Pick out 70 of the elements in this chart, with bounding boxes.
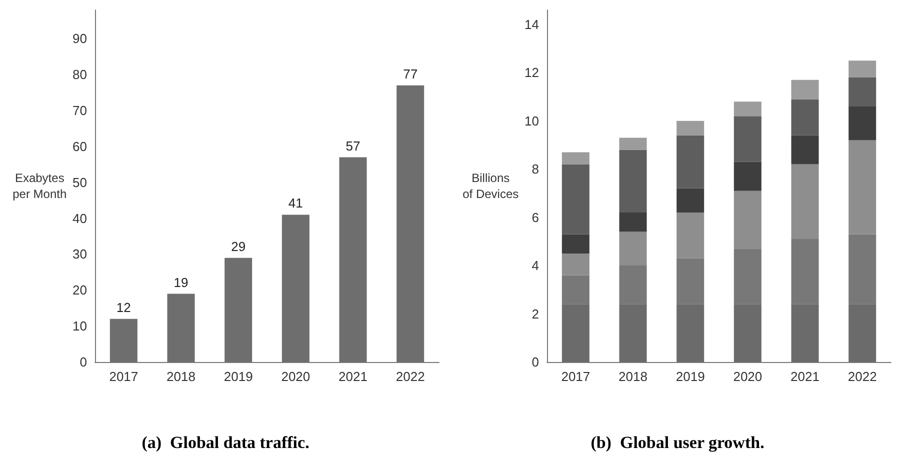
y-tick-label: 60 xyxy=(72,138,87,154)
y-tick-label: 70 xyxy=(72,103,87,118)
y-tick-label: 4 xyxy=(532,258,539,274)
y-tick-label: 8 xyxy=(532,162,539,177)
bar xyxy=(734,102,762,116)
bar xyxy=(562,152,590,164)
bar xyxy=(619,232,647,266)
bar xyxy=(562,234,590,254)
x-tick-label: 2019 xyxy=(676,369,705,384)
x-tick-label: 2019 xyxy=(224,369,253,384)
bar xyxy=(848,106,876,140)
x-tick-label: 2017 xyxy=(561,369,590,384)
text: (a) Global data traffic. xyxy=(142,433,310,452)
y-tick-label: 20 xyxy=(72,282,87,298)
bar xyxy=(848,78,876,106)
data-label: 29 xyxy=(231,238,246,254)
bar xyxy=(791,135,819,164)
x-tick-label: 2022 xyxy=(848,369,877,384)
y-tick-label: 40 xyxy=(72,210,87,226)
bar xyxy=(619,150,647,213)
x-tick-label: 2020 xyxy=(733,369,762,384)
bar xyxy=(619,138,647,150)
y-tick-label: 80 xyxy=(72,67,87,82)
y-tick-label: 50 xyxy=(72,174,87,190)
y-tick-label: 0 xyxy=(532,354,539,370)
bar xyxy=(734,116,762,162)
x-tick-label: 2021 xyxy=(338,369,368,384)
bar xyxy=(791,80,819,100)
bar xyxy=(676,135,704,188)
bar xyxy=(676,188,704,213)
data-label: 12 xyxy=(116,300,131,315)
bar xyxy=(562,275,590,304)
y-tick-label: 0 xyxy=(80,354,87,370)
x-tick-label: 2022 xyxy=(396,369,425,384)
bar xyxy=(791,239,819,304)
y-tick-label: 10 xyxy=(524,113,539,128)
bar xyxy=(619,212,647,232)
y-axis-title: Billions of Devices xyxy=(462,171,519,201)
y-tick-label: 12 xyxy=(524,65,539,80)
bar xyxy=(676,120,704,136)
x-tick-label: 2018 xyxy=(618,369,648,384)
data-label: 77 xyxy=(403,66,418,82)
bar xyxy=(562,164,590,234)
bar xyxy=(562,254,590,276)
y-tick-label: 30 xyxy=(72,246,87,262)
text: (b) Global user growth. xyxy=(590,433,764,452)
data-label: 57 xyxy=(346,138,360,154)
bar xyxy=(676,258,704,304)
bar xyxy=(791,99,819,136)
bar xyxy=(848,140,876,234)
y-tick-label: 6 xyxy=(532,210,539,225)
bar xyxy=(848,234,876,304)
y-tick-label: 14 xyxy=(524,16,539,32)
x-tick-label: 2018 xyxy=(166,369,196,384)
y-tick-label: 2 xyxy=(532,306,539,322)
data-label: 41 xyxy=(288,196,303,211)
y-tick-label: 90 xyxy=(72,31,87,46)
bar xyxy=(848,60,876,78)
y-tick-label: 10 xyxy=(72,318,87,334)
x-tick-label: 2020 xyxy=(281,369,310,384)
bar xyxy=(734,190,762,249)
bar xyxy=(734,248,762,304)
data-label: 19 xyxy=(174,274,188,290)
bar xyxy=(734,162,762,191)
y-axis-title: Exabytes per Month xyxy=(12,171,67,201)
bar xyxy=(676,212,704,258)
bar xyxy=(791,164,819,240)
bar xyxy=(619,266,647,304)
x-tick-label: 2017 xyxy=(109,369,138,384)
x-tick-label: 2021 xyxy=(790,369,820,384)
